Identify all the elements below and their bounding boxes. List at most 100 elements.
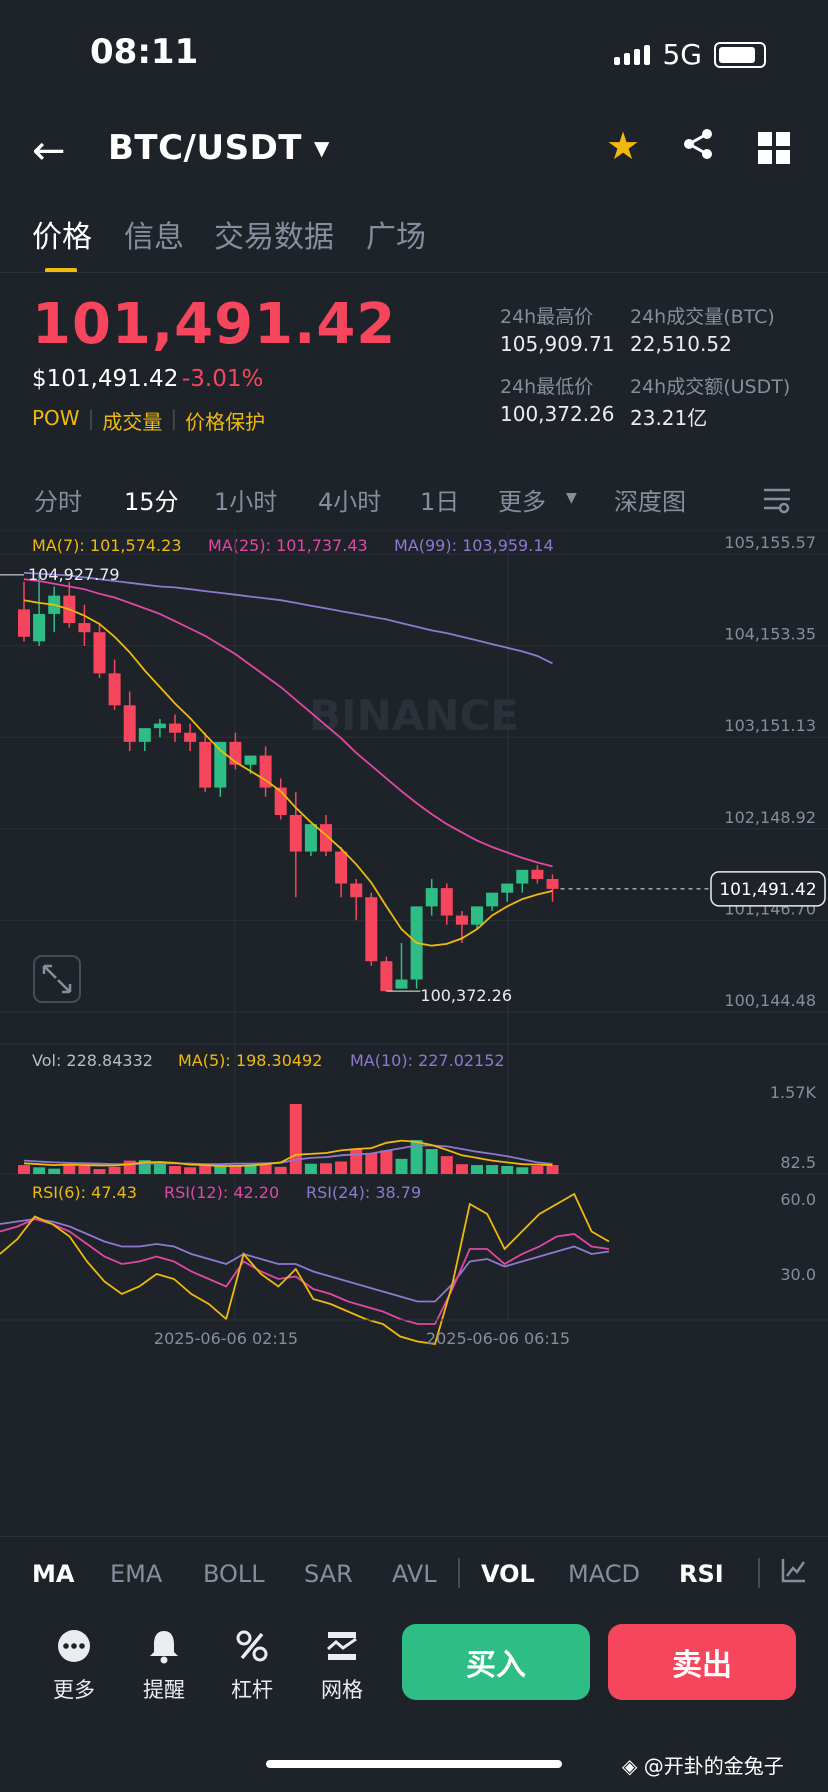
- volume-bar: [274, 1166, 287, 1174]
- price-axis-label: 104,153.35: [724, 625, 816, 644]
- signal-icon: [614, 44, 651, 65]
- candle-body: [18, 609, 30, 637]
- battery-icon: [714, 41, 766, 68]
- tab-square[interactable]: 广场: [366, 220, 426, 255]
- caret-down-icon[interactable]: ▼: [566, 490, 577, 506]
- bottom-bar: 更多 提醒 杠杆 网格 买入 卖出: [0, 1616, 828, 1716]
- candle-body: [501, 883, 514, 893]
- more-label: 更多: [53, 1678, 95, 1702]
- grid-chart-icon: [302, 1624, 382, 1668]
- tab-trading-data[interactable]: 交易数据: [214, 220, 334, 255]
- pair-title[interactable]: BTC/USDT: [108, 128, 302, 168]
- current-price-label: 101,491.42: [719, 880, 816, 900]
- candle-body: [365, 897, 378, 962]
- alert-label: 提醒: [143, 1678, 185, 1702]
- candle-body: [93, 632, 106, 674]
- star-icon[interactable]: ★: [606, 124, 641, 168]
- alert-button[interactable]: 提醒: [124, 1624, 204, 1704]
- indicator-ema[interactable]: EMA: [110, 1560, 163, 1588]
- indicator-bar: MA EMA BOLL SAR AVL VOL MACD RSI: [0, 1536, 828, 1616]
- volume-bar: [335, 1161, 348, 1174]
- home-indicator[interactable]: [266, 1760, 562, 1768]
- volume-bar: [184, 1167, 197, 1174]
- tag-volume[interactable]: 成交量: [102, 410, 163, 434]
- interval-depth[interactable]: 深度图: [614, 488, 686, 516]
- indicator-ma[interactable]: MA: [32, 1560, 75, 1588]
- current-price-tag: [710, 871, 826, 907]
- tag-pow[interactable]: POW: [32, 406, 80, 430]
- candle-body: [440, 888, 453, 916]
- volume-bar: [18, 1165, 30, 1174]
- tag-price-protection[interactable]: 价格保护: [185, 410, 266, 434]
- ma99-legend: MA(99): 103,959.14: [394, 536, 554, 555]
- candle-body: [516, 869, 529, 884]
- volume-bar: [169, 1165, 181, 1174]
- volume-bar: [108, 1166, 121, 1174]
- divider: [0, 1536, 828, 1537]
- indicator-macd[interactable]: MACD: [568, 1560, 640, 1588]
- interval-1d[interactable]: 1日: [420, 488, 460, 516]
- interval-bar: 分时 15分 1小时 4小时 1日 更多 ▼ 深度图: [0, 478, 828, 528]
- rsi12-legend: RSI(12): 42.20: [164, 1183, 279, 1202]
- volume-bar: [380, 1150, 393, 1174]
- interval-line[interactable]: 分时: [34, 488, 82, 516]
- tab-price[interactable]: 价格: [32, 220, 92, 255]
- rsi6-legend: RSI(6): 47.43: [32, 1183, 137, 1202]
- candle-body: [33, 613, 46, 642]
- price-axis-label: 102,148.92: [724, 808, 816, 827]
- volume-bar: [78, 1165, 91, 1174]
- indicator-boll[interactable]: BOLL: [203, 1560, 265, 1588]
- volume-bar: [365, 1153, 378, 1174]
- candle-body: [78, 623, 91, 633]
- more-icon: [34, 1624, 114, 1668]
- back-arrow-icon[interactable]: ←: [32, 128, 66, 174]
- volume-bar: [33, 1167, 46, 1174]
- interval-1h[interactable]: 1小时: [214, 488, 278, 516]
- candlestick-chart[interactable]: MA(7): 101,574.23 MA(25): 101,737.43 MA(…: [0, 530, 828, 1530]
- indicator-sar[interactable]: SAR: [304, 1560, 353, 1588]
- indicator-vol[interactable]: VOL: [481, 1560, 535, 1588]
- share-icon[interactable]: [680, 126, 716, 166]
- more-button[interactable]: 更多: [34, 1624, 114, 1704]
- leverage-button[interactable]: 杠杆: [212, 1624, 292, 1704]
- interval-4h[interactable]: 4小时: [318, 488, 382, 516]
- usd-value: $101,491.42: [32, 366, 179, 392]
- sell-button[interactable]: 卖出: [608, 1624, 796, 1700]
- low-value: 100,372.26: [500, 402, 615, 426]
- volume-bar: [153, 1161, 166, 1174]
- tab-info[interactable]: 信息: [124, 220, 184, 255]
- price-axis-label: 103,151.13: [724, 716, 816, 735]
- rsi24-legend: RSI(24): 38.79: [306, 1183, 421, 1202]
- volume-bar: [350, 1149, 363, 1174]
- volume-bar: [289, 1104, 302, 1174]
- price-axis-label: 105,155.57: [724, 533, 816, 552]
- caret-down-icon[interactable]: ▼: [314, 136, 330, 160]
- volume-bar: [471, 1165, 483, 1174]
- low-marker-label: 100,372.26: [420, 986, 512, 1005]
- interval-more[interactable]: 更多: [498, 488, 546, 516]
- ma7-line: [23, 599, 553, 947]
- chart-settings-icon[interactable]: [762, 484, 792, 518]
- volume-bar: [501, 1165, 514, 1174]
- grid-icon[interactable]: [758, 132, 790, 164]
- vol-btc-label: 24h成交量(BTC): [630, 306, 775, 328]
- buy-button[interactable]: 买入: [402, 1624, 590, 1700]
- indicator-settings-icon[interactable]: [780, 1556, 808, 1588]
- volume-bar: [516, 1167, 529, 1174]
- indicator-avl[interactable]: AVL: [392, 1560, 437, 1588]
- time-axis-label: 2025-06-06 02:15: [154, 1329, 298, 1348]
- expand-icon[interactable]: [33, 955, 81, 1003]
- divider: [0, 272, 828, 273]
- indicator-rsi[interactable]: RSI: [679, 1560, 724, 1588]
- grid-trading-button[interactable]: 网格: [302, 1624, 382, 1704]
- volume-legend: Vol: 228.84332: [32, 1051, 153, 1070]
- candle-body: [184, 732, 197, 742]
- interval-15m[interactable]: 15分: [124, 488, 179, 516]
- candle-body: [138, 728, 151, 742]
- ma25-line: [23, 578, 553, 868]
- volume-bar: [320, 1163, 332, 1174]
- rsi-axis-label: 30.0: [780, 1265, 816, 1284]
- pair-header: ← BTC/USDT ▼ ★: [0, 110, 828, 190]
- main-tabs: 价格 信息 交易数据 广场: [0, 212, 828, 273]
- status-indicators: 5G: [614, 38, 766, 71]
